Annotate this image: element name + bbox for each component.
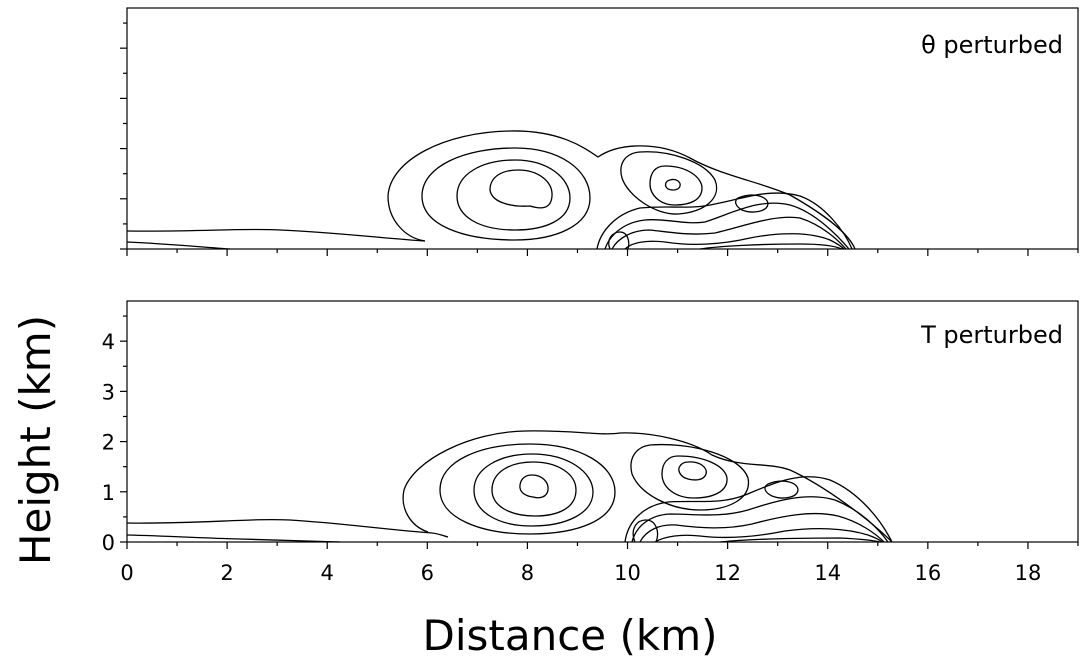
contour-main-vortex-2 <box>439 443 616 535</box>
y-tick-label: 1 <box>102 481 115 505</box>
x-tick-label: 14 <box>814 561 841 585</box>
contour-main-vortex-3 <box>456 159 571 231</box>
contour-front-inner-loop <box>735 194 769 213</box>
contour-front-4 <box>654 528 883 543</box>
panel-top-ticks <box>120 22 1079 256</box>
contour-front-4 <box>624 233 845 250</box>
contour-main-vortex-core <box>519 474 549 499</box>
y-axis-title: Height (km) <box>11 315 60 565</box>
x-axis-title: Distance (km) <box>422 611 717 660</box>
x-tick-label: 6 <box>421 561 434 585</box>
y-tick-label: 3 <box>102 380 115 404</box>
contour-surface-layer <box>126 518 449 538</box>
contour-front-1 <box>596 192 853 250</box>
contour-secondary-vortex-mid <box>661 455 728 499</box>
y-tick-label: 4 <box>102 330 115 354</box>
panel-bottom-contours <box>126 430 893 543</box>
y-tick-label: 0 <box>102 531 115 555</box>
panel-bottom: T perturbed <box>120 300 1079 549</box>
contour-main-vortex-outer <box>402 430 893 543</box>
contour-front-3 <box>639 512 885 543</box>
contour-main-vortex-4 <box>491 461 577 517</box>
contour-front-1 <box>624 476 893 543</box>
contour-front-5 <box>699 243 843 250</box>
contour-surface-layer-inner <box>126 534 341 543</box>
x-tick-label: 12 <box>714 561 741 585</box>
contour-secondary-vortex-outer <box>630 443 750 511</box>
contour-front-cell <box>632 519 659 543</box>
panel-bottom-ticks <box>120 315 1079 549</box>
panel-top: θ perturbed <box>120 7 1079 256</box>
contour-secondary-vortex-core <box>664 178 681 191</box>
contour-front-inner-loop <box>764 480 799 499</box>
contour-surface-layer-inner <box>126 241 231 250</box>
contour-main-vortex-core <box>489 169 553 209</box>
panel-top-frame <box>126 7 1079 250</box>
y-tick-label: 2 <box>102 431 115 455</box>
contour-front-2 <box>631 496 889 543</box>
contour-main-vortex-3 <box>473 453 594 527</box>
contour-front-3 <box>611 216 847 250</box>
contour-main-vortex-2 <box>421 147 591 241</box>
contour-front-cell <box>608 231 630 250</box>
x-tick-label: 2 <box>220 561 233 585</box>
panel-top-contours <box>126 130 856 250</box>
x-tick-label: 16 <box>914 561 941 585</box>
contour-secondary-vortex-core <box>678 461 707 481</box>
x-tick-label: 0 <box>120 561 133 585</box>
contour-surface-layer <box>126 228 426 242</box>
x-tick-label: 8 <box>521 561 534 585</box>
x-tick-label: 10 <box>614 561 641 585</box>
x-tick-label: 18 <box>1015 561 1042 585</box>
panel-bottom-frame <box>126 300 1079 543</box>
contour-front-5 <box>719 537 881 543</box>
contour-front-2 <box>604 202 850 250</box>
contour-main-vortex-outer <box>387 130 856 250</box>
contour-secondary-vortex-outer <box>620 151 718 215</box>
contour-secondary-vortex-mid <box>649 165 703 206</box>
panel-bottom-label: T perturbed <box>920 321 1063 349</box>
x-tick-label: 4 <box>321 561 334 585</box>
panel-top-label: θ perturbed <box>921 31 1063 59</box>
